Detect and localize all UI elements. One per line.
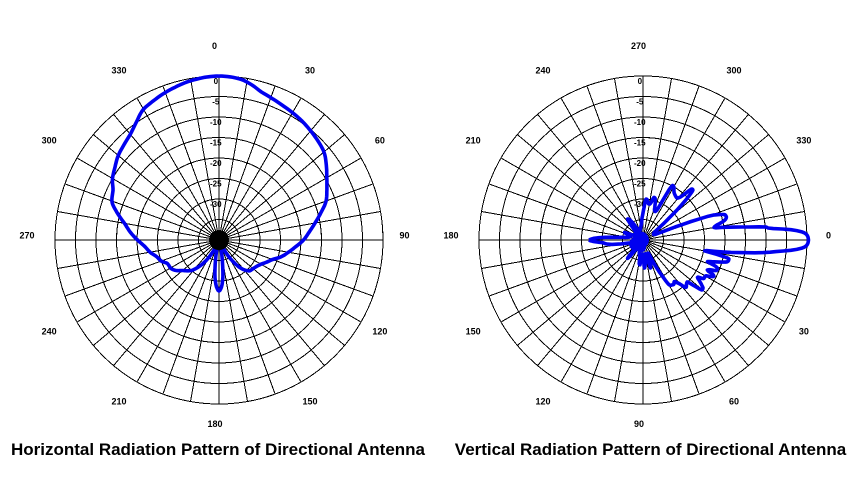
svg-text:-30: -30 xyxy=(210,200,222,209)
svg-text:-5: -5 xyxy=(212,98,220,107)
svg-text:-15: -15 xyxy=(634,139,646,148)
svg-text:150: 150 xyxy=(466,327,481,337)
svg-text:30: 30 xyxy=(305,66,315,76)
svg-text:-25: -25 xyxy=(210,180,222,189)
svg-text:330: 330 xyxy=(796,136,811,146)
svg-text:270: 270 xyxy=(19,231,34,241)
svg-text:-15: -15 xyxy=(210,139,222,148)
svg-text:0: 0 xyxy=(638,77,643,86)
svg-text:60: 60 xyxy=(729,396,739,406)
svg-text:180: 180 xyxy=(443,231,458,241)
svg-text:300: 300 xyxy=(726,66,741,76)
svg-text:180: 180 xyxy=(207,419,222,429)
svg-text:270: 270 xyxy=(631,41,646,51)
svg-text:240: 240 xyxy=(535,66,550,76)
svg-text:30: 30 xyxy=(799,327,809,337)
svg-text:300: 300 xyxy=(42,136,57,146)
svg-text:90: 90 xyxy=(634,419,644,429)
svg-text:60: 60 xyxy=(375,136,385,146)
svg-text:0: 0 xyxy=(214,77,219,86)
svg-text:120: 120 xyxy=(535,396,550,406)
svg-text:210: 210 xyxy=(111,396,126,406)
svg-text:-10: -10 xyxy=(210,118,222,127)
svg-text:240: 240 xyxy=(42,327,57,337)
svg-text:-20: -20 xyxy=(210,159,222,168)
svg-text:-30: -30 xyxy=(634,200,646,209)
svg-text:Horizontal Radiation Pattern o: Horizontal Radiation Pattern of Directio… xyxy=(11,440,426,459)
svg-text:-25: -25 xyxy=(634,180,646,189)
svg-text:90: 90 xyxy=(399,231,409,241)
svg-text:150: 150 xyxy=(302,396,317,406)
svg-text:0: 0 xyxy=(826,231,831,241)
svg-text:0: 0 xyxy=(212,41,217,51)
svg-text:-5: -5 xyxy=(636,98,644,107)
svg-text:-20: -20 xyxy=(634,159,646,168)
svg-text:-10: -10 xyxy=(634,118,646,127)
svg-text:120: 120 xyxy=(372,327,387,337)
svg-text:330: 330 xyxy=(111,66,126,76)
svg-text:Vertical Radiation Pattern of: Vertical Radiation Pattern of Directiona… xyxy=(455,440,847,459)
svg-text:210: 210 xyxy=(466,136,481,146)
